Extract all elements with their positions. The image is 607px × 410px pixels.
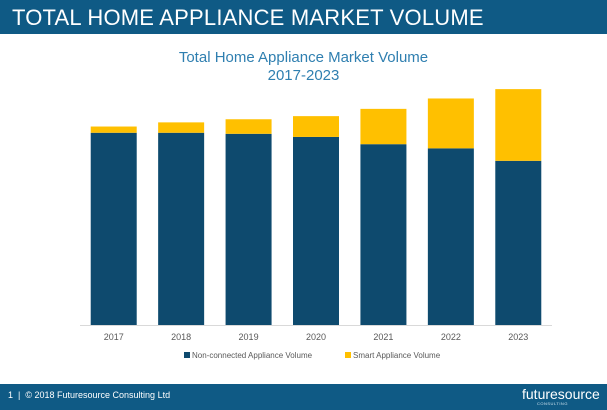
bar-smart-2017 (90, 126, 137, 133)
copyright-text: © 2018 Futuresource Consulting Ltd (25, 390, 171, 400)
chart-title: Total Home Appliance Market Volume (178, 49, 429, 66)
legend-label-non-connected: Non-connected Appliance Volume (192, 351, 313, 360)
page-number: 1 (8, 390, 14, 400)
bar-non-connected-2021 (360, 144, 407, 325)
bar-smart-2018 (158, 122, 205, 133)
stacked-bar-chart: 2017 2018 2019 2020 2021 2022 2023 Non-connecte… (80, 89, 552, 360)
bar-smart-2019 (225, 119, 272, 134)
bar-smart-2021 (360, 108, 407, 145)
bar-non-connected-2020 (293, 136, 339, 325)
footer-bar: 1 | © 2018 Futuresource Consulting Ltd f… (0, 384, 607, 410)
x-tick-label-2018: 2018 (171, 332, 191, 342)
bar-non-connected-2019 (225, 133, 272, 325)
x-tick-label-2017: 2017 (104, 332, 124, 342)
header-bar: TOTAL HOME APPLIANCE MARKET VOLUME (0, 0, 607, 34)
x-tick-label-2022: 2022 (441, 332, 461, 342)
bar-non-connected-2018 (158, 132, 205, 325)
x-tick-label-2023: 2023 (508, 332, 528, 342)
bar-smart-2023 (495, 89, 542, 161)
x-tick-label-2020: 2020 (306, 332, 326, 342)
footer-text: 1 | © 2018 Futuresource Consulting Ltd (8, 390, 171, 400)
legend-swatch-non-connected (184, 352, 190, 358)
x-tick-label-2019: 2019 (239, 332, 259, 342)
bar-smart-2022 (427, 98, 474, 149)
bar-non-connected-2017 (90, 132, 137, 325)
x-tick-label-2021: 2021 (373, 332, 393, 342)
bar-non-connected-2023 (495, 160, 542, 325)
logo-subtext: CONSULTING (537, 401, 568, 406)
chart-subtitle: 2017-2023 (267, 67, 340, 84)
bar-smart-2020 (293, 116, 339, 137)
futuresource-logo: futuresource (522, 386, 600, 402)
page-title: TOTAL HOME APPLIANCE MARKET VOLUME (12, 5, 484, 30)
bar-non-connected-2022 (427, 148, 474, 325)
legend-label-smart: Smart Appliance Volume (353, 351, 441, 360)
legend-swatch-smart (345, 352, 351, 358)
